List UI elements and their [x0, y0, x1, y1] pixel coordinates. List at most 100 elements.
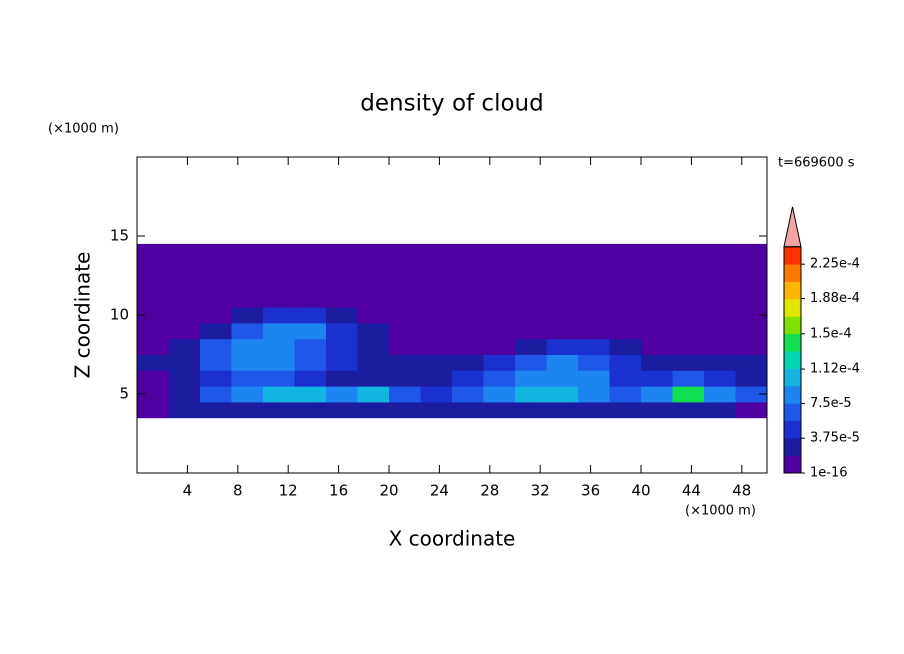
- contour-cell: [704, 401, 736, 419]
- contour-cell: [137, 275, 169, 292]
- contour-cell: [672, 259, 705, 276]
- contour-cell: [735, 386, 768, 403]
- colorbar-band: [784, 316, 801, 335]
- contour-cell: [137, 386, 169, 403]
- colorbar-band: [784, 438, 801, 456]
- contour-cell: [263, 275, 295, 292]
- contour-cell: [735, 291, 768, 308]
- contour-cell: [641, 338, 673, 355]
- contour-cell: [483, 370, 516, 387]
- contour-cell: [263, 401, 295, 419]
- contour-cell: [420, 275, 453, 292]
- contour-cell: [389, 386, 421, 403]
- contour-cell: [200, 243, 232, 261]
- contour-cell: [735, 338, 768, 355]
- contour-cell: [389, 322, 421, 340]
- contour-cell: [326, 259, 358, 276]
- contour-cell: [294, 291, 327, 308]
- contour-cell: [420, 243, 453, 261]
- contour-cell: [137, 370, 169, 387]
- x-tick-label: 20: [379, 482, 398, 500]
- colorbar-tick-label: 1.88e-4: [810, 291, 860, 306]
- contour-cell: [231, 243, 264, 261]
- contour-cell: [452, 307, 484, 324]
- contour-cell: [168, 338, 201, 355]
- contour-cell: [641, 322, 673, 340]
- contour-cell: [389, 370, 421, 387]
- contour-cell: [515, 370, 547, 387]
- contour-cell: [137, 322, 169, 340]
- contour-cell: [326, 338, 358, 355]
- contour-cell: [578, 354, 610, 371]
- contour-cell: [420, 291, 453, 308]
- colorbar-tick-label: 1e-16: [810, 466, 848, 481]
- colorbar-extend: [783, 206, 802, 248]
- contour-cell: [200, 291, 232, 308]
- contour-cell: [420, 370, 453, 387]
- contour-cell: [326, 243, 358, 261]
- contour-cell: [609, 401, 642, 419]
- contour-cell: [326, 291, 358, 308]
- x-tick-label: 24: [430, 482, 449, 500]
- colorbar-tick-label: 3.75e-5: [810, 431, 860, 446]
- contour-cell: [357, 275, 390, 292]
- contour-cell: [294, 386, 327, 403]
- contour-cell: [735, 259, 768, 276]
- contour-cell: [704, 338, 736, 355]
- contour-cell: [641, 386, 673, 403]
- contour-cell: [735, 354, 768, 371]
- contour-cell: [704, 386, 736, 403]
- contour-cell: [357, 243, 390, 261]
- contour-cell: [515, 338, 547, 355]
- contour-cell: [641, 307, 673, 324]
- contour-cell: [578, 322, 610, 340]
- contour-cell: [294, 338, 327, 355]
- colorbar-tick-label: 2.25e-4: [810, 257, 860, 272]
- colorbar-band: [784, 403, 801, 422]
- contour-cell: [420, 401, 453, 419]
- contour-cell: [294, 243, 327, 261]
- contour-cell: [294, 401, 327, 419]
- contour-cell: [641, 370, 673, 387]
- time-annotation: t=669600 s: [778, 156, 855, 171]
- contour-cell: [578, 370, 610, 387]
- contour-cell: [389, 291, 421, 308]
- contour-cell: [578, 307, 610, 324]
- contour-cell: [263, 386, 295, 403]
- x-tick-label: 4: [183, 482, 193, 500]
- contour-cell: [641, 259, 673, 276]
- contour-cell: [609, 307, 642, 324]
- contour-cell: [704, 243, 736, 261]
- contour-cell: [420, 338, 453, 355]
- contour-cell: [546, 370, 579, 387]
- contour-cell: [704, 354, 736, 371]
- contour-cell: [168, 322, 201, 340]
- contour-cell: [641, 354, 673, 371]
- contour-cell: [452, 354, 484, 371]
- contour-cell: [357, 354, 390, 371]
- contour-cell: [609, 291, 642, 308]
- contour-cell: [483, 322, 516, 340]
- contour-cell: [578, 275, 610, 292]
- contour-cell: [294, 307, 327, 324]
- contour-cell: [357, 307, 390, 324]
- contour-cell: [168, 259, 201, 276]
- contour-cell: [546, 275, 579, 292]
- contour-cell: [137, 338, 169, 355]
- contour-cell: [389, 401, 421, 419]
- contour-cell: [326, 275, 358, 292]
- contour-cell: [609, 243, 642, 261]
- contour-cell: [546, 401, 579, 419]
- contour-cell: [578, 259, 610, 276]
- contour-cell: [641, 275, 673, 292]
- y-tick-label: 15: [110, 227, 129, 245]
- contour-cell: [672, 386, 705, 403]
- contour-cell: [420, 259, 453, 276]
- y-tick-label: 10: [110, 306, 129, 324]
- contour-cell: [389, 275, 421, 292]
- contour-cell: [452, 259, 484, 276]
- contour-cell: [704, 307, 736, 324]
- contour-cell: [326, 322, 358, 340]
- contour-cell: [263, 243, 295, 261]
- contour-cell: [735, 275, 768, 292]
